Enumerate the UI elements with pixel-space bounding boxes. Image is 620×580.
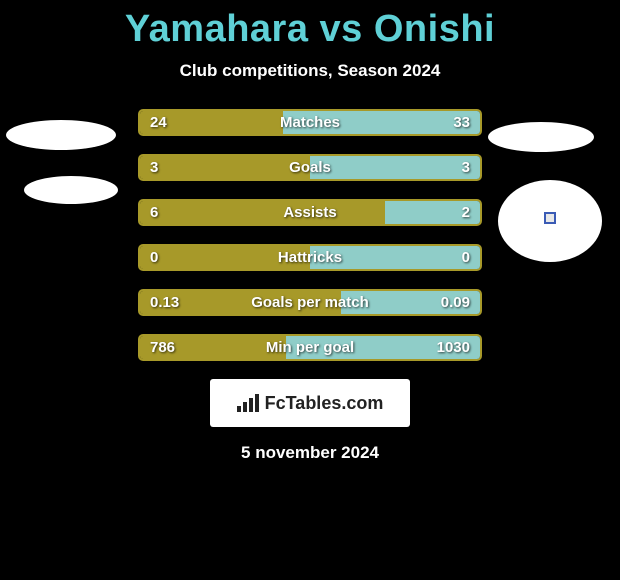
stat-bar: 00Hattricks [138,244,482,271]
stat-bar: 0.130.09Goals per match [138,289,482,316]
stat-label: Matches [140,114,480,131]
stat-bar: 7861030Min per goal [138,334,482,361]
decor-ellipse [24,176,118,204]
footer-date: 5 november 2024 [0,443,620,463]
stat-bar: 2433Matches [138,109,482,136]
stat-label: Goals [140,159,480,176]
barchart-icon [237,394,259,412]
branding-badge: FcTables.com [210,379,410,427]
branding-text: FcTables.com [265,393,384,414]
stat-bar: 62Assists [138,199,482,226]
stat-label: Min per goal [140,339,480,356]
stat-label: Goals per match [140,294,480,311]
subtitle: Club competitions, Season 2024 [0,61,620,81]
stat-label: Assists [140,204,480,221]
page-title: Yamahara vs Onishi [0,0,620,51]
stat-bar: 33Goals [138,154,482,181]
decor-ellipse [488,122,594,152]
stat-label: Hattricks [140,249,480,266]
placeholder-icon [544,212,556,224]
stat-bars-container: 2433Matches 33Goals 62Assists 00Hattricks 0.… [138,109,482,361]
decor-ellipse [6,120,116,150]
